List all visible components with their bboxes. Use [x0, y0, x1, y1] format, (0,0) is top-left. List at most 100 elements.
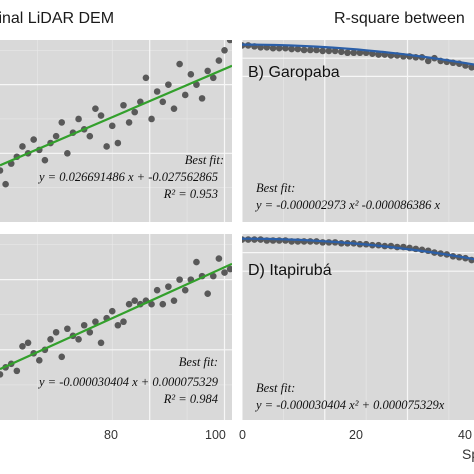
data-point	[0, 371, 4, 378]
data-point	[86, 132, 94, 140]
data-point	[35, 357, 43, 364]
data-point	[75, 115, 82, 123]
annotation-top-left: Best fit:	[118, 152, 224, 169]
data-point	[306, 46, 314, 54]
data-point	[131, 108, 139, 116]
panel-bottom-right-plot	[242, 234, 474, 420]
fit-curve	[242, 237, 474, 261]
data-point	[288, 45, 295, 53]
data-point	[52, 132, 60, 140]
data-point	[120, 101, 127, 109]
data-point	[356, 49, 364, 57]
data-point	[275, 44, 283, 52]
data-point	[344, 49, 351, 57]
fit-line	[0, 262, 232, 371]
data-point	[319, 47, 326, 55]
panel-bottom-left-plot	[0, 234, 232, 420]
data-point	[269, 44, 277, 52]
data-point	[108, 307, 116, 315]
data-point	[52, 328, 60, 336]
panel-top-right: B) Garopaba Best fit: y = -0.000002973 x…	[242, 40, 474, 222]
annotation-equation: y = 0.026691486 x + -0.027562865 R² = 0.…	[38, 170, 218, 201]
data-point	[325, 47, 333, 55]
data-point	[153, 88, 161, 95]
data-point	[165, 283, 172, 290]
data-point	[58, 119, 66, 126]
data-point	[148, 115, 155, 123]
data-point	[181, 286, 189, 294]
data-point	[226, 40, 232, 44]
data-point	[176, 60, 183, 68]
fit-line	[0, 64, 232, 167]
data-point	[313, 46, 320, 54]
data-point	[338, 48, 345, 56]
data-point	[193, 81, 200, 88]
data-point	[159, 300, 167, 308]
data-point	[114, 139, 122, 147]
data-point	[165, 81, 172, 88]
column-title-right: R-square between	[334, 10, 465, 27]
panel-top-left-plot	[0, 40, 232, 222]
data-point	[97, 112, 105, 119]
data-point	[24, 339, 32, 347]
data-point	[375, 51, 382, 58]
data-point	[221, 47, 228, 54]
x-tick-label: 0	[239, 428, 246, 442]
column-title-left: iginal LiDAR DEM	[0, 10, 115, 27]
data-point	[170, 297, 178, 304]
panel-top-left: Best fit: y = 0.026691486 x + -0.0275628…	[0, 40, 232, 222]
data-point	[47, 335, 54, 343]
annotation-bottom-right: Best fit: y = -0.000030404 x² + 0.000075…	[256, 381, 445, 412]
data-point	[86, 328, 94, 336]
data-point	[13, 367, 21, 375]
annotation-title: Best fit:	[184, 153, 224, 167]
data-point	[209, 74, 217, 82]
data-point	[170, 105, 178, 112]
data-point	[159, 98, 167, 106]
data-point	[148, 300, 155, 308]
data-point	[0, 167, 4, 174]
data-point	[75, 335, 82, 343]
fit-curve	[242, 43, 474, 66]
data-point	[92, 318, 99, 326]
data-point	[331, 47, 339, 55]
data-point	[468, 64, 474, 71]
panel-label-garopaba: B) Garopaba	[248, 64, 340, 81]
annotation-top-right: Best fit: y = -0.000002973 x² -0.0000863…	[256, 181, 441, 212]
x-axis-label: Sp	[462, 446, 474, 462]
data-point	[176, 276, 183, 283]
data-point	[226, 265, 232, 273]
annotation-bottom-left-equation: y = -0.000030404 x + 0.000075329 R² = 0.…	[38, 375, 218, 406]
data-point	[181, 91, 189, 99]
panel-label-itapiruba: D) Itapirubá	[248, 262, 332, 279]
data-point	[114, 321, 122, 329]
data-point	[300, 46, 308, 54]
data-point	[294, 45, 302, 53]
data-point	[41, 156, 49, 164]
data-point	[350, 49, 358, 57]
data-point	[2, 180, 9, 188]
panel-bottom-left: Best fit: y = -0.000030404 x + 0.0000753…	[0, 234, 232, 420]
data-point	[30, 136, 37, 143]
data-point	[108, 122, 116, 130]
data-point	[204, 290, 211, 297]
data-point	[19, 343, 26, 350]
data-point	[282, 44, 289, 52]
data-point	[215, 57, 223, 64]
data-point	[198, 95, 206, 102]
data-point	[58, 353, 66, 361]
data-point	[103, 143, 110, 150]
data-point	[209, 272, 217, 280]
data-point	[125, 119, 133, 126]
data-point	[64, 325, 71, 333]
data-point	[153, 286, 161, 294]
data-point	[64, 150, 71, 157]
x-tick-label: 80	[104, 428, 118, 442]
data-point	[120, 318, 127, 326]
panel-bottom-right: D) Itapirubá Best fit: y = -0.000030404 …	[242, 234, 474, 420]
data-point	[204, 67, 211, 75]
data-point	[424, 57, 432, 65]
x-tick-label: 20	[349, 428, 363, 442]
data-point	[125, 300, 133, 308]
annotation-r2: R² = 0.984	[163, 392, 218, 406]
